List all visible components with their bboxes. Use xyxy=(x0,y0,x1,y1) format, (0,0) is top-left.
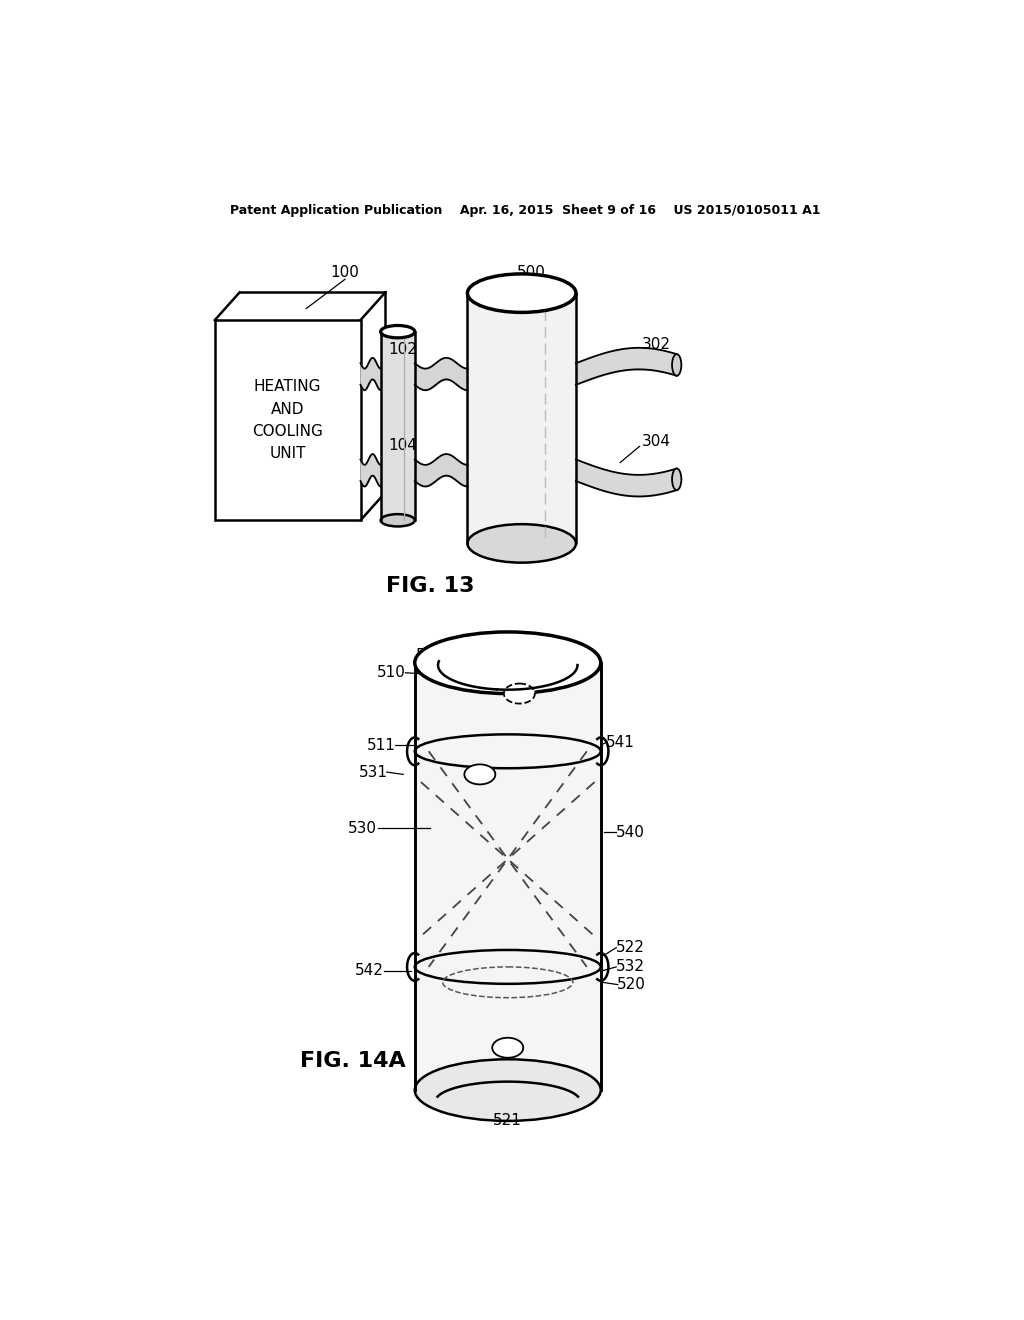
Text: 542: 542 xyxy=(355,964,384,978)
Text: 510: 510 xyxy=(377,665,406,680)
Text: 511: 511 xyxy=(367,738,396,752)
Ellipse shape xyxy=(672,469,681,490)
Ellipse shape xyxy=(381,326,415,338)
Ellipse shape xyxy=(493,1038,523,1057)
Text: 304: 304 xyxy=(642,434,671,449)
Text: 102: 102 xyxy=(389,342,418,356)
Text: 531: 531 xyxy=(358,764,387,780)
Text: FIG. 13: FIG. 13 xyxy=(386,576,474,595)
Polygon shape xyxy=(467,293,575,544)
Text: 522: 522 xyxy=(615,940,645,956)
Text: 521: 521 xyxy=(494,1113,522,1129)
Text: 530: 530 xyxy=(347,821,377,836)
Text: 520: 520 xyxy=(617,977,646,993)
Text: 302: 302 xyxy=(642,337,671,352)
Polygon shape xyxy=(381,331,415,520)
Text: 500: 500 xyxy=(516,265,546,280)
Text: FIG. 14A: FIG. 14A xyxy=(300,1051,406,1071)
Text: 104: 104 xyxy=(389,438,418,453)
Text: HEATING
AND
COOLING
UNIT: HEATING AND COOLING UNIT xyxy=(252,379,324,461)
Polygon shape xyxy=(415,663,601,1090)
Text: 541: 541 xyxy=(605,734,635,750)
Ellipse shape xyxy=(672,354,681,376)
Text: 540: 540 xyxy=(615,825,645,840)
Ellipse shape xyxy=(467,275,575,313)
Text: 532: 532 xyxy=(615,960,645,974)
Polygon shape xyxy=(215,321,360,520)
Ellipse shape xyxy=(381,515,415,527)
Ellipse shape xyxy=(415,1059,601,1121)
Ellipse shape xyxy=(464,764,496,784)
Ellipse shape xyxy=(504,684,535,704)
Ellipse shape xyxy=(415,632,601,693)
Text: Patent Application Publication    Apr. 16, 2015  Sheet 9 of 16    US 2015/010501: Patent Application Publication Apr. 16, … xyxy=(229,205,820,218)
Text: 100: 100 xyxy=(331,265,359,280)
Text: 502: 502 xyxy=(416,648,444,663)
Ellipse shape xyxy=(467,524,575,562)
Text: 512: 512 xyxy=(557,642,586,657)
